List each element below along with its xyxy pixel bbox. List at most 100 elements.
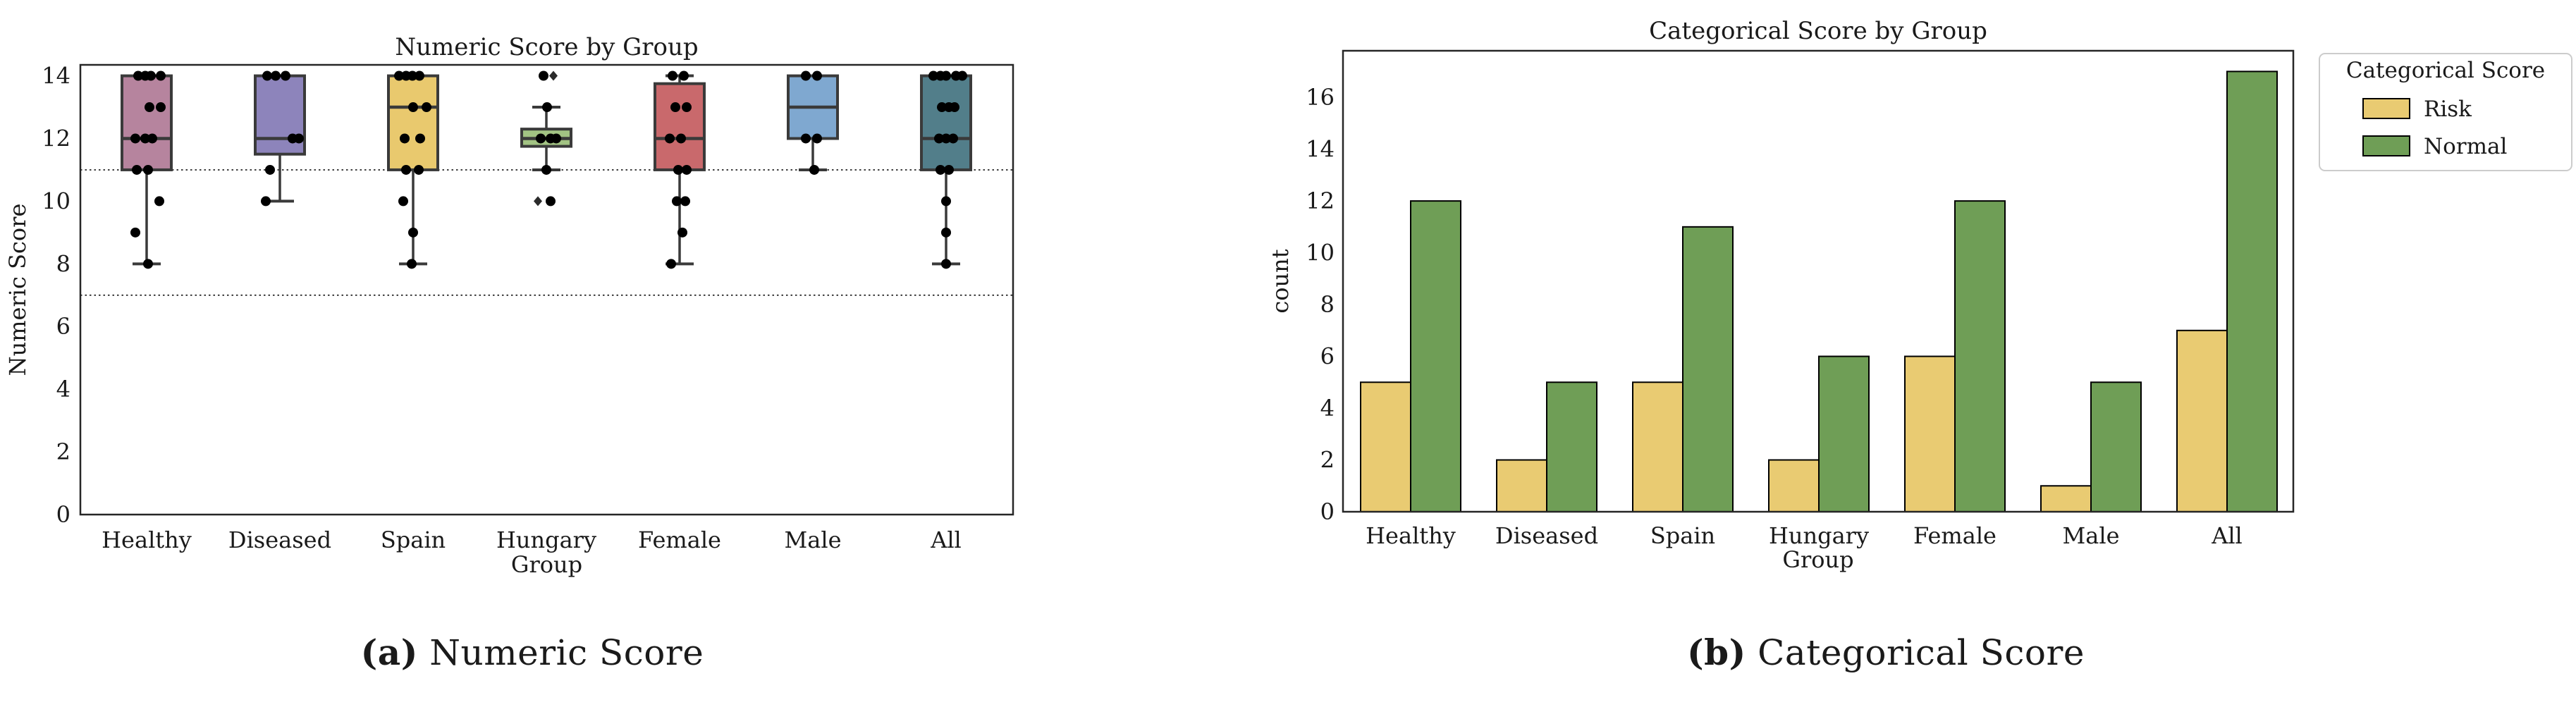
bar-normal	[1954, 200, 2006, 512]
data-point	[801, 70, 811, 81]
bar-risk	[1496, 459, 1547, 512]
data-point	[408, 102, 418, 113]
bar-risk	[1768, 459, 1820, 512]
y-axis-label: count	[1267, 249, 1294, 313]
data-point	[948, 133, 958, 144]
data-point	[809, 164, 819, 175]
box-group-diseased	[254, 70, 306, 207]
data-point	[422, 102, 431, 113]
data-point	[143, 164, 153, 175]
data-point	[672, 196, 682, 207]
bar-group-male	[2040, 381, 2142, 512]
data-point	[941, 196, 951, 207]
x-tick-diseased: Diseased	[1495, 522, 1598, 549]
box-group-male	[787, 70, 839, 175]
data-point	[156, 102, 166, 113]
x-tick-hungary: Hungary	[496, 527, 596, 553]
y-tick-4: 4	[1320, 395, 1335, 422]
legend-title: Categorical Score	[2346, 58, 2545, 83]
data-point	[551, 133, 561, 144]
data-point	[679, 70, 689, 81]
data-point	[414, 164, 424, 175]
y-tick-12: 12	[42, 125, 70, 152]
data-point	[400, 133, 410, 144]
box-group-hungary	[520, 70, 572, 207]
y-tick-12: 12	[1306, 187, 1335, 214]
bar-group-healthy	[1360, 200, 1461, 512]
data-point	[682, 102, 692, 113]
box-group-spain	[387, 70, 439, 269]
data-point	[957, 70, 967, 81]
box	[387, 74, 439, 171]
data-point	[546, 196, 556, 207]
y-tick-8: 8	[1320, 291, 1335, 318]
data-point	[130, 133, 140, 144]
legend-swatch-risk	[2362, 98, 2410, 119]
y-tick-0: 0	[56, 501, 70, 528]
x-tick-healthy: Healthy	[1366, 522, 1456, 549]
data-point	[941, 70, 951, 81]
x-tick-healthy: Healthy	[102, 527, 192, 553]
x-tick-all: All	[2211, 522, 2243, 549]
data-point	[143, 259, 153, 269]
boxplot-numeric-score: Healthy Diseased Spain Hungary Female Male All…	[4, 33, 1014, 578]
data-point	[801, 133, 811, 144]
data-point	[146, 70, 156, 81]
plot-border	[79, 63, 1014, 516]
bar-normal	[1682, 226, 1734, 512]
bar-group-diseased	[1496, 381, 1597, 512]
data-point	[668, 70, 677, 81]
bar-risk	[1904, 355, 1956, 512]
data-point	[281, 70, 290, 81]
data-point	[676, 133, 686, 144]
caption-b: (b) Categorical Score	[1304, 632, 2467, 673]
data-point	[677, 227, 687, 238]
data-point	[262, 70, 272, 81]
y-tick-0: 0	[1320, 498, 1335, 525]
y-tick-2: 2	[1320, 447, 1335, 474]
x-tick-hungary: Hungary	[1769, 522, 1869, 549]
x-axis-label: Group	[511, 551, 582, 578]
subfigure-categorical-score: Healthy Diseased Spain Hungary Female Male All…	[1198, 0, 2576, 599]
y-tick-14: 14	[1306, 136, 1335, 163]
box-group-female	[654, 70, 706, 269]
box	[920, 74, 972, 171]
barchart-categorical-score: Healthy Diseased Spain Hungary Female Male All…	[1267, 17, 2572, 573]
caption-b-text: Categorical Score	[1746, 632, 2085, 673]
data-point	[936, 164, 945, 175]
data-point	[666, 259, 676, 269]
y-axis-label: Numeric Score	[4, 204, 31, 376]
data-point	[394, 70, 404, 81]
data-point	[944, 164, 954, 175]
data-point	[156, 70, 166, 81]
data-point	[398, 196, 408, 207]
chart-title: Numeric Score by Group	[395, 33, 698, 61]
data-point	[407, 70, 417, 81]
data-point	[941, 227, 951, 238]
data-point	[408, 227, 418, 238]
x-tick-spain: Spain	[1650, 522, 1715, 549]
y-tick-6: 6	[1320, 343, 1335, 370]
data-point	[130, 227, 140, 238]
caption-a-label: (a)	[360, 632, 418, 673]
data-point	[147, 133, 157, 144]
x-tick-male: Male	[2062, 522, 2119, 549]
legend: Categorical Score Risk Normal	[2319, 53, 2572, 171]
data-point	[415, 133, 425, 144]
flier-diamond	[534, 196, 542, 207]
data-point	[680, 196, 690, 207]
bar-normal	[1410, 200, 1461, 512]
flier-diamond	[549, 70, 558, 81]
y-tick-16: 16	[1306, 84, 1335, 111]
data-point	[407, 259, 417, 269]
data-point	[401, 164, 411, 175]
data-point	[670, 102, 680, 113]
data-point	[536, 133, 546, 144]
bar-risk	[2176, 329, 2228, 512]
y-tick-2: 2	[56, 438, 70, 465]
bar-normal	[2090, 381, 2142, 512]
data-point	[812, 70, 822, 81]
data-point	[140, 133, 150, 144]
x-tick-diseased: Diseased	[228, 527, 331, 553]
y-tick-10: 10	[42, 187, 70, 214]
